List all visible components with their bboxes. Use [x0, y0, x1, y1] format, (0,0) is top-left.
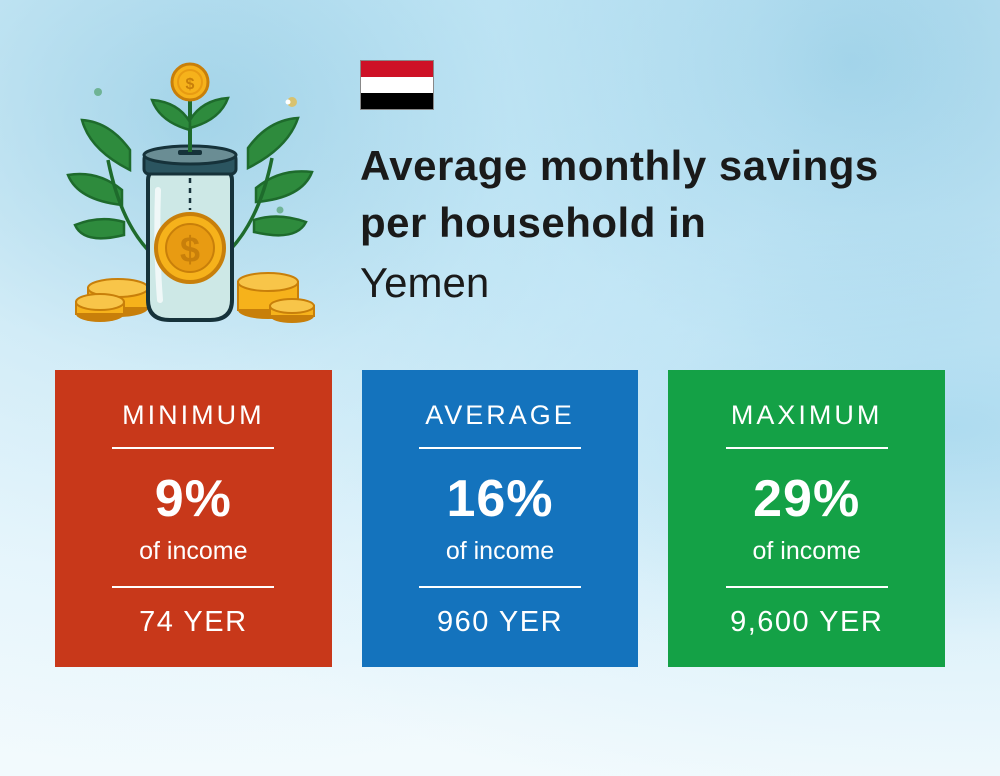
- card-label: MINIMUM: [81, 400, 306, 431]
- country-name: Yemen: [360, 255, 940, 312]
- card-subtext: of income: [694, 537, 919, 566]
- title-block: Average monthly savings per household in…: [360, 50, 940, 312]
- stat-cards-row: MINIMUM 9% of income 74 YER AVERAGE 16% …: [0, 330, 1000, 667]
- card-amount: 74 YER: [81, 606, 306, 639]
- card-label: MAXIMUM: [694, 400, 919, 431]
- card-maximum: MAXIMUM 29% of income 9,600 YER: [668, 370, 945, 667]
- divider: [726, 586, 888, 588]
- card-subtext: of income: [388, 537, 613, 566]
- flag-stripe-middle: [361, 77, 433, 93]
- flag-stripe-bottom: [361, 93, 433, 109]
- divider: [112, 447, 274, 449]
- divider: [419, 447, 581, 449]
- svg-text:$: $: [186, 76, 195, 93]
- country-flag-icon: [360, 60, 434, 110]
- divider: [112, 586, 274, 588]
- card-label: AVERAGE: [388, 400, 613, 431]
- page-title: Average monthly savings per household in: [360, 138, 940, 251]
- savings-illustration: $ $: [60, 50, 320, 330]
- card-percent: 16%: [388, 469, 613, 529]
- divider: [726, 447, 888, 449]
- card-amount: 9,600 YER: [694, 606, 919, 639]
- flag-stripe-top: [361, 61, 433, 77]
- card-average: AVERAGE 16% of income 960 YER: [362, 370, 639, 667]
- header-section: $ $ Average monthly savings per househol…: [0, 0, 1000, 330]
- divider: [419, 586, 581, 588]
- card-amount: 960 YER: [388, 606, 613, 639]
- svg-text:$: $: [180, 229, 200, 270]
- card-percent: 9%: [81, 469, 306, 529]
- card-percent: 29%: [694, 469, 919, 529]
- card-minimum: MINIMUM 9% of income 74 YER: [55, 370, 332, 667]
- card-subtext: of income: [81, 537, 306, 566]
